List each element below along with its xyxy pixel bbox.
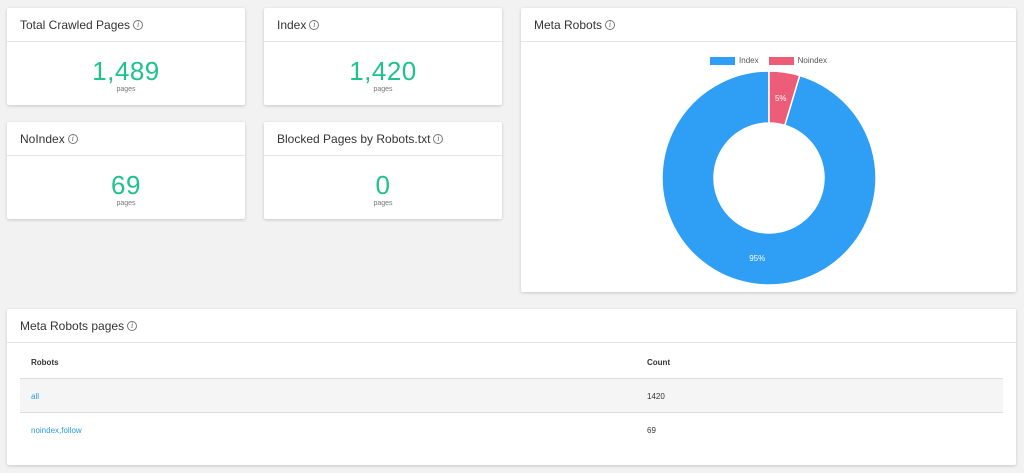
- info-icon[interactable]: i: [67, 133, 78, 144]
- card-header: Blocked Pages by Robots.txt i: [264, 122, 502, 156]
- table-header-row: Robots Count: [20, 344, 1003, 379]
- legend-item-index[interactable]: Index: [710, 56, 759, 65]
- info-icon[interactable]: i: [605, 19, 616, 30]
- metric-value: 1,489: [92, 56, 160, 86]
- metric-unit: pages: [373, 86, 393, 93]
- legend-label: Index: [739, 56, 759, 65]
- card-header: Meta Robots pages i: [7, 309, 1016, 343]
- noindex-card: NoIndex i 69 pages: [7, 122, 245, 219]
- metric-value: 0: [375, 170, 391, 200]
- card-title: Meta Robots: [534, 17, 603, 32]
- metric: 1,420 pages: [264, 42, 502, 93]
- card-header: Index i: [264, 8, 502, 42]
- card-header: NoIndex i: [7, 122, 245, 156]
- metric: 1,489 pages: [7, 42, 245, 93]
- info-icon[interactable]: i: [133, 19, 144, 30]
- info-icon[interactable]: i: [127, 320, 138, 331]
- donut-slice-noindex[interactable]: [768, 70, 801, 127]
- total-crawled-card: Total Crawled Pages i 1,489 pages: [7, 8, 245, 105]
- blocked-robots-card: Blocked Pages by Robots.txt i 0 pages: [264, 122, 502, 219]
- card-title: NoIndex: [20, 131, 65, 146]
- metric: 0 pages: [264, 156, 502, 207]
- robots-link[interactable]: noindex,follow: [31, 426, 82, 435]
- card-title: Blocked Pages by Robots.txt: [277, 131, 431, 146]
- donut-label-index: 95%: [749, 254, 765, 263]
- legend-swatch: [710, 56, 736, 65]
- donut-chart: 95% 5%: [661, 70, 877, 286]
- metric-value: 1,420: [349, 56, 417, 86]
- meta-robots-table: Robots Count all 1420 noindex,follow 69: [20, 344, 1003, 450]
- legend-swatch: [768, 56, 794, 65]
- meta-robots-chart-card: Meta Robots i Index Noindex 95% 5%: [521, 8, 1016, 292]
- metric-value: 69: [111, 170, 141, 200]
- info-icon[interactable]: i: [433, 133, 444, 144]
- count-cell: 69: [647, 426, 656, 435]
- chart-legend: Index Noindex: [521, 56, 1016, 65]
- table-row: all 1420: [20, 379, 1003, 413]
- legend-item-noindex[interactable]: Noindex: [768, 56, 827, 65]
- info-icon[interactable]: i: [309, 19, 320, 30]
- count-cell: 1420: [647, 392, 665, 401]
- card-title: Index: [277, 17, 307, 32]
- robots-link[interactable]: all: [31, 392, 40, 401]
- card-title: Total Crawled Pages: [20, 17, 131, 32]
- card-header: Meta Robots i: [521, 8, 1016, 42]
- column-header-robots[interactable]: Robots: [31, 358, 59, 367]
- metric: 69 pages: [7, 156, 245, 207]
- index-card: Index i 1,420 pages: [264, 8, 502, 105]
- metric-unit: pages: [116, 86, 136, 93]
- table-row: noindex,follow 69: [20, 413, 1003, 447]
- donut-label-noindex: 5%: [775, 94, 787, 103]
- card-title: Meta Robots pages: [20, 318, 125, 333]
- donut-slice-index[interactable]: [661, 70, 877, 286]
- metric-unit: pages: [116, 200, 136, 207]
- legend-label: Noindex: [797, 56, 827, 65]
- card-header: Total Crawled Pages i: [7, 8, 245, 42]
- metric-unit: pages: [373, 200, 393, 207]
- column-header-count[interactable]: Count: [647, 358, 671, 367]
